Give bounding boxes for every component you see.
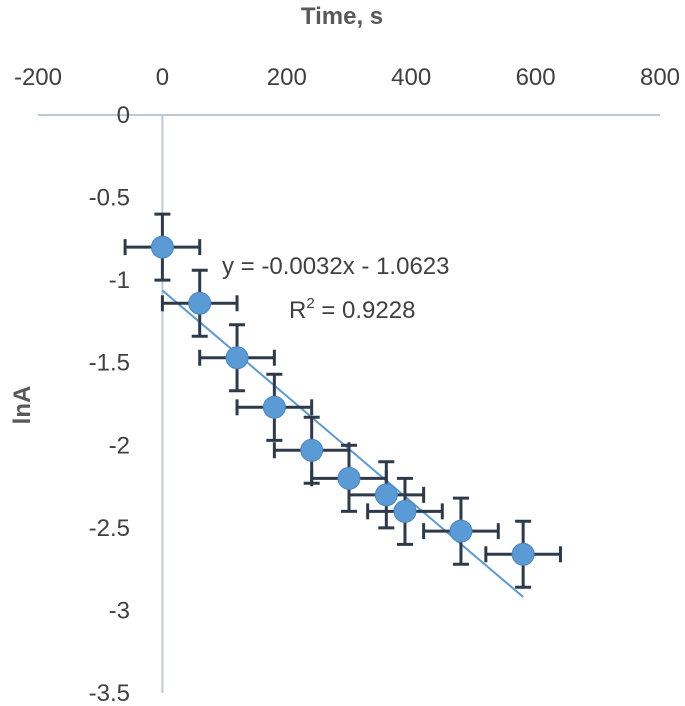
axes: -200 0 200 400 600 800 0 -0.5 -1 -1.5 -2 -2.5 -3 -3.5 bbox=[14, 64, 680, 706]
r-squared-label: R2 = 0.9228 bbox=[289, 295, 415, 324]
data-point bbox=[511, 542, 535, 566]
data-point bbox=[262, 395, 286, 419]
data-point bbox=[374, 483, 398, 507]
x-tick-label: -200 bbox=[14, 64, 62, 91]
x-tick-label: 800 bbox=[640, 64, 680, 91]
data-point bbox=[188, 291, 212, 315]
y-tick-label: -1.5 bbox=[89, 350, 130, 377]
y-tick-label: -1 bbox=[109, 267, 130, 294]
r-squared-superscript: 2 bbox=[306, 295, 314, 312]
data-point bbox=[449, 519, 473, 543]
x-tick-label: 0 bbox=[156, 64, 169, 91]
data-points-layer bbox=[150, 235, 535, 566]
data-point bbox=[337, 466, 361, 490]
x-axis-title: Time, s bbox=[301, 3, 383, 30]
x-tick-label: 200 bbox=[267, 64, 307, 91]
y-tick-label: -2 bbox=[109, 432, 130, 459]
r-squared-prefix: R bbox=[289, 297, 306, 324]
data-point bbox=[225, 346, 249, 370]
data-point bbox=[300, 438, 324, 462]
trendline-equation: y = -0.0032x - 1.0623 bbox=[222, 253, 449, 280]
data-point bbox=[393, 499, 417, 523]
y-tick-label: -3 bbox=[109, 597, 130, 624]
y-tick-label: 0 bbox=[117, 102, 130, 129]
y-tick-label: -2.5 bbox=[89, 515, 130, 542]
trendline bbox=[161, 289, 524, 598]
y-tick-label: -3.5 bbox=[89, 680, 130, 706]
r-squared-value: = 0.9228 bbox=[315, 297, 416, 324]
y-tick-label: -0.5 bbox=[89, 185, 130, 212]
x-tick-label: 600 bbox=[516, 64, 556, 91]
y-axis-title: lnA bbox=[9, 386, 36, 425]
trendline-layer bbox=[161, 289, 524, 598]
data-point bbox=[150, 235, 174, 259]
x-tick-label: 400 bbox=[391, 64, 431, 91]
